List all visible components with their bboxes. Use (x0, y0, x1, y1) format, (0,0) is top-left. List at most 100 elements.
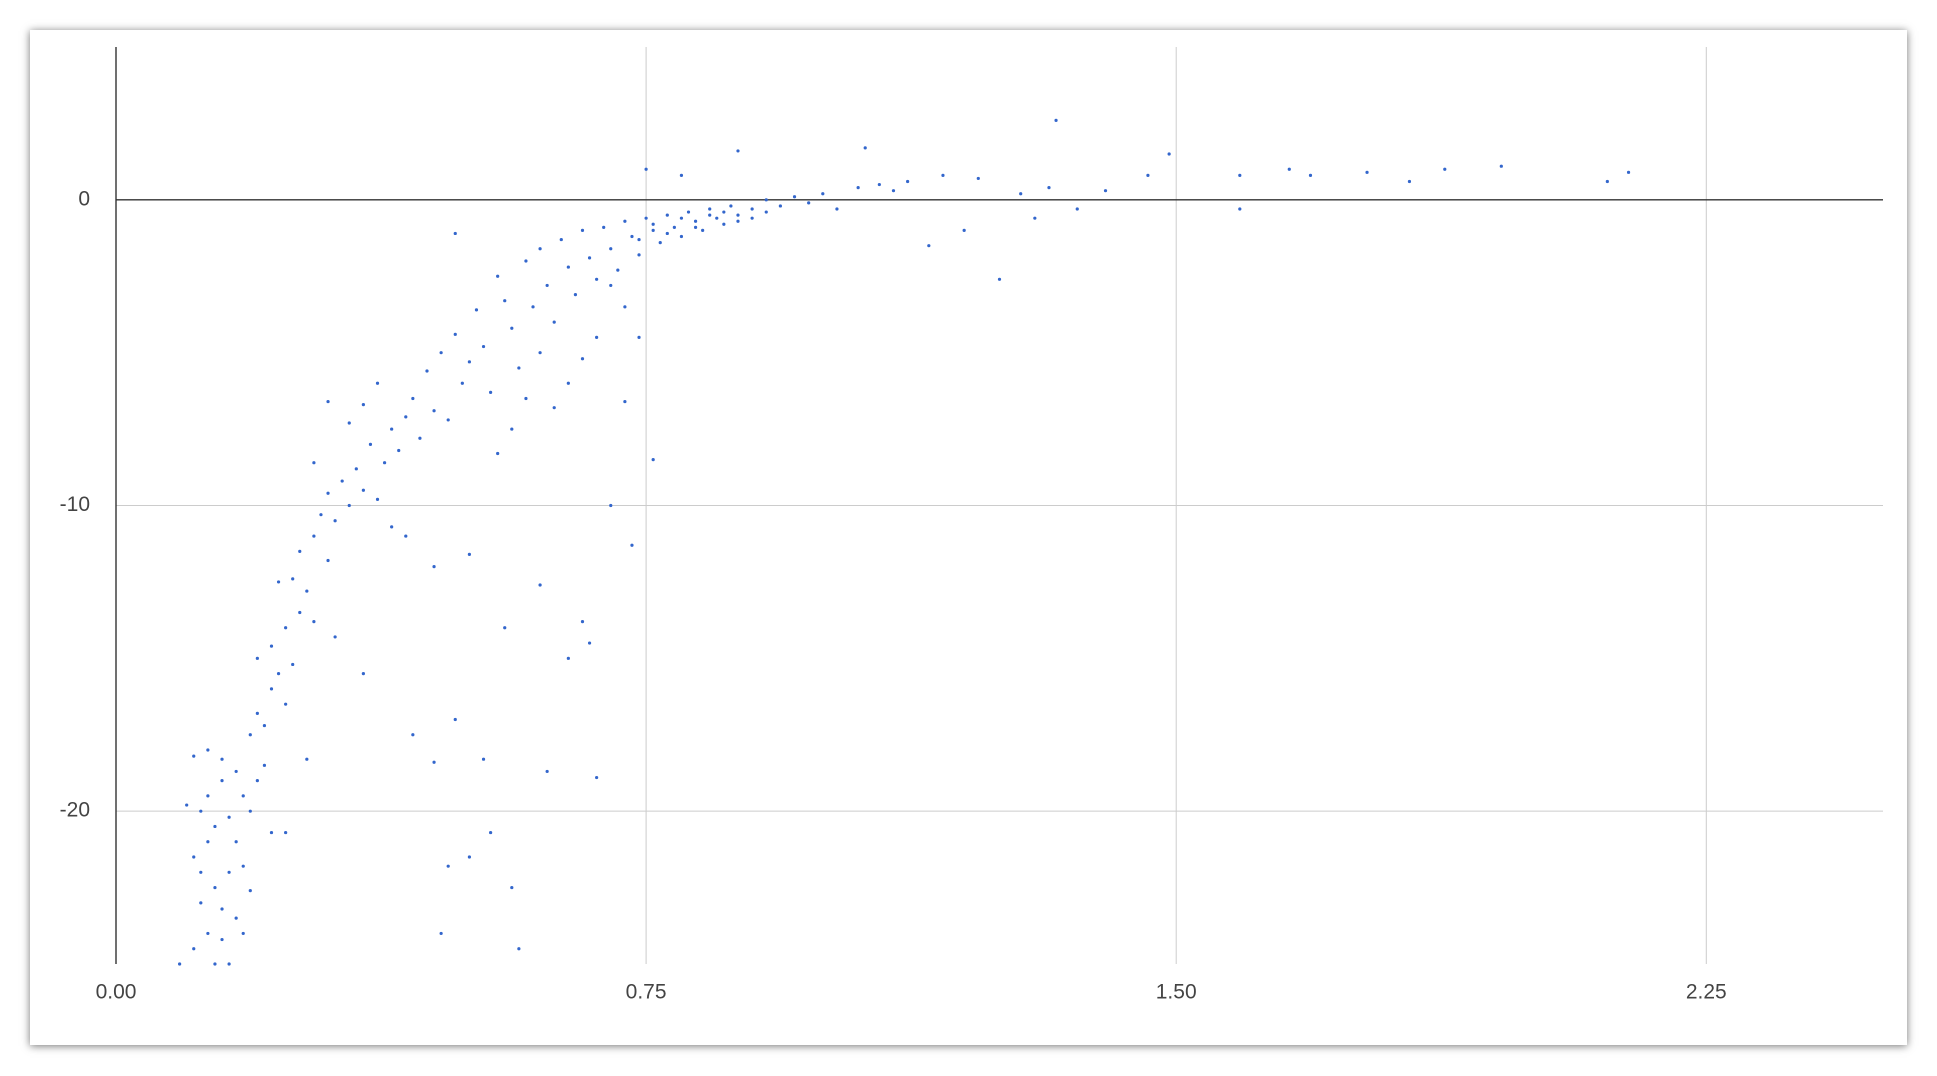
point (595, 775, 599, 780)
point (439, 351, 443, 355)
point (453, 717, 457, 722)
point (368, 442, 373, 446)
point (566, 381, 570, 385)
point (390, 525, 394, 529)
point (552, 406, 556, 410)
point (679, 173, 684, 177)
point (326, 491, 330, 495)
point (382, 461, 387, 465)
point (1308, 173, 1313, 177)
point (503, 626, 507, 630)
point (305, 757, 309, 761)
point (531, 305, 535, 309)
point (496, 451, 500, 456)
point (792, 195, 797, 199)
point (729, 204, 733, 208)
point (906, 179, 910, 184)
point (269, 644, 274, 648)
point (863, 146, 867, 150)
point (192, 947, 196, 951)
point (1407, 179, 1412, 184)
point (489, 830, 493, 835)
point (213, 885, 217, 890)
point (1499, 164, 1503, 168)
point (312, 461, 316, 465)
point (397, 448, 401, 453)
point (276, 672, 281, 676)
point (291, 662, 295, 667)
point (481, 344, 486, 349)
point (736, 213, 740, 217)
point (538, 247, 542, 251)
point (595, 335, 599, 339)
point (510, 885, 514, 890)
point (835, 207, 839, 211)
point (503, 299, 507, 303)
point (255, 711, 259, 715)
point (361, 488, 365, 492)
point (609, 503, 613, 508)
point (644, 167, 648, 171)
point (679, 234, 684, 239)
point (637, 237, 641, 242)
point (333, 635, 337, 639)
point (411, 396, 415, 401)
point (1167, 152, 1171, 156)
point (623, 305, 627, 309)
point (778, 204, 782, 208)
point (708, 207, 712, 211)
point (220, 757, 224, 761)
point (269, 687, 274, 691)
point (248, 809, 252, 813)
y-tick-label: -20 (60, 799, 90, 822)
point (262, 723, 267, 728)
point (651, 458, 655, 462)
point (609, 283, 613, 288)
point (284, 702, 288, 706)
point (255, 656, 259, 660)
point (291, 577, 295, 581)
point (616, 268, 620, 272)
x-tick-label: 0.75 (626, 981, 667, 1004)
point (474, 308, 479, 312)
point (432, 565, 436, 569)
point (241, 794, 245, 798)
point (185, 803, 189, 807)
point (651, 222, 655, 226)
point (234, 769, 238, 774)
point (637, 335, 641, 339)
point (807, 201, 811, 205)
point (220, 937, 224, 942)
point (891, 189, 896, 193)
point (644, 216, 648, 220)
point (997, 277, 1002, 281)
point (580, 620, 585, 624)
point (552, 320, 556, 324)
point (679, 216, 684, 220)
point (467, 855, 471, 859)
point (319, 513, 323, 517)
point (298, 610, 302, 615)
point (312, 620, 316, 624)
point (284, 626, 288, 630)
point (481, 757, 486, 761)
point (446, 864, 450, 868)
point (305, 589, 309, 593)
point (701, 228, 705, 232)
point (326, 399, 330, 404)
point (1238, 207, 1242, 211)
point (241, 864, 245, 868)
point (262, 763, 267, 767)
point (722, 222, 726, 226)
point (609, 247, 613, 251)
point (192, 855, 196, 859)
point (227, 870, 231, 874)
point (489, 390, 493, 395)
point (206, 748, 210, 752)
point (750, 216, 754, 220)
point (432, 760, 436, 764)
point (298, 549, 302, 553)
point (1365, 170, 1369, 174)
